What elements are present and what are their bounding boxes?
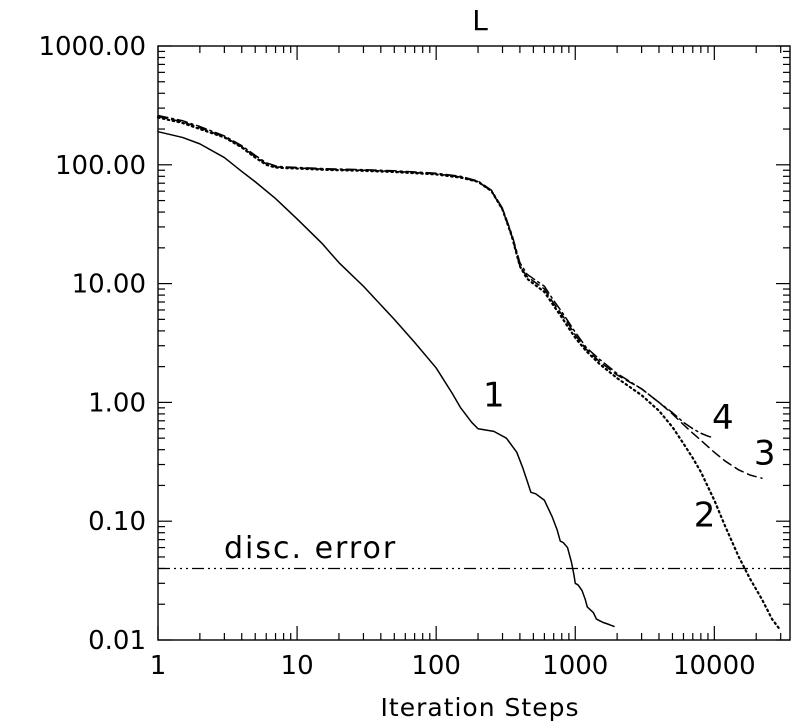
x-tick-label: 100: [411, 651, 461, 681]
plot-area-border: [157, 45, 791, 641]
y-tick-label: 100.00: [55, 151, 146, 181]
y-tick-label: 1000.00: [38, 32, 146, 62]
y-tick-label: 1.00: [88, 388, 146, 418]
series-line-3: [157, 115, 763, 479]
y-tick-label: 0.10: [88, 507, 146, 537]
tick-labels: 1 10 100 1000 10000 0.01 0.10 1.00 10.00 100.00 10…: [38, 32, 755, 681]
series-line-1: [157, 130, 615, 628]
curve-label-3: 3: [754, 434, 776, 474]
curve-label-4: 4: [712, 398, 734, 438]
curve-label-1: 1: [483, 376, 505, 416]
series-layer: [156, 114, 782, 632]
x-tick-label: 1000: [542, 651, 608, 681]
y-tick-label: 10.00: [72, 270, 146, 300]
chart-title: L: [472, 4, 488, 37]
curve-labels: 1 234: [483, 376, 775, 536]
y-tick-label: 0.01: [88, 626, 146, 656]
series-line-4: [157, 114, 716, 439]
x-tick-label: 10: [281, 651, 314, 681]
axis-ticks: [157, 45, 790, 641]
curve-label-2: 2: [694, 496, 716, 536]
x-tick-label: 10000: [673, 651, 756, 681]
disc-error-label: disc. error: [224, 531, 397, 566]
x-tick-label: 1: [150, 651, 167, 681]
x-axis-title: Iteration Steps: [381, 693, 580, 722]
plot-frame: [157, 45, 791, 641]
